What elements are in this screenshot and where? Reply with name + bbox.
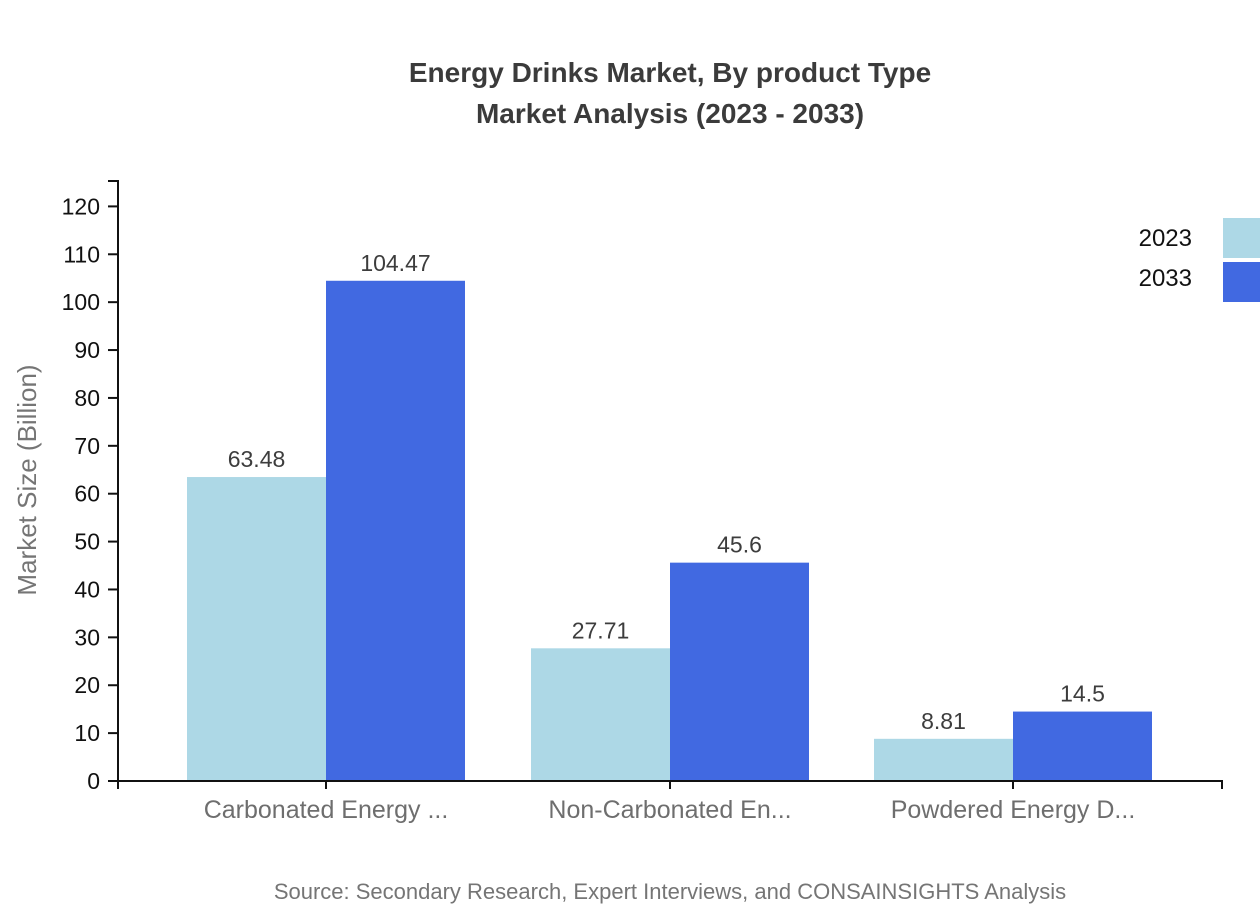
y-tick-label-0: 0 — [87, 768, 100, 794]
y-tick-label-20: 20 — [74, 672, 100, 698]
y-tick-label-40: 40 — [74, 576, 100, 602]
y-tick-label-10: 10 — [74, 720, 100, 746]
y-tick-label-50: 50 — [74, 529, 100, 555]
legend-swatch-2033 — [1223, 262, 1260, 302]
value-label-2023-category-2: 8.81 — [921, 708, 966, 734]
legend-swatch-2023 — [1223, 218, 1260, 258]
y-tick-label-90: 90 — [74, 337, 100, 363]
legend-label-2033: 2033 — [1139, 265, 1192, 292]
y-tick-label-30: 30 — [74, 624, 100, 650]
value-label-2033-category-2: 14.5 — [1060, 681, 1105, 707]
category-label-1: Non-Carbonated En... — [548, 796, 791, 824]
source-attribution: Source: Secondary Research, Expert Inter… — [273, 879, 1067, 904]
y-tick-label-80: 80 — [74, 385, 100, 411]
y-tick-label-120: 120 — [62, 193, 100, 219]
y-axis-title: Market Size (Billion) — [12, 364, 42, 595]
bar-2023-category-2 — [874, 738, 1013, 781]
bar-2033-category-1 — [670, 562, 809, 781]
legend-label-2023: 2023 — [1139, 225, 1192, 252]
chart-title-line1: Energy Drinks Market, By product Type — [408, 57, 932, 88]
y-tick-label-110: 110 — [63, 241, 100, 267]
y-tick-label-60: 60 — [74, 481, 100, 507]
category-label-0: Carbonated Energy ... — [204, 796, 449, 824]
y-tick-label-70: 70 — [74, 433, 100, 459]
y-tick-label-100: 100 — [62, 289, 100, 315]
bar-2033-category-2 — [1013, 711, 1152, 781]
value-label-2023-category-0: 63.48 — [228, 446, 286, 472]
chart-title: Energy Drinks Market, By product Type Ma… — [80, 52, 1260, 134]
value-label-2023-category-1: 27.71 — [572, 617, 630, 643]
value-label-2033-category-1: 45.6 — [717, 532, 762, 558]
bar-2023-category-0 — [187, 477, 326, 781]
bar-2033-category-0 — [326, 280, 465, 781]
category-label-2: Powdered Energy D... — [891, 796, 1136, 824]
y-axis-line — [108, 180, 119, 781]
bar-2023-category-1 — [531, 648, 670, 781]
chart-title-line2: Market Analysis (2023 - 2033) — [475, 98, 865, 129]
value-label-2033-category-0: 104.47 — [360, 250, 430, 276]
